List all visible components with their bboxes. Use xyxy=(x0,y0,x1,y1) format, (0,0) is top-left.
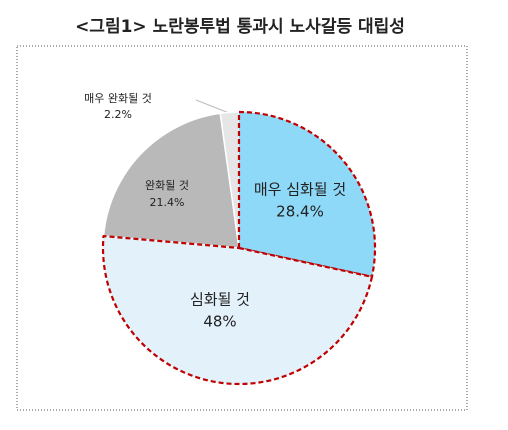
chart-title: <그림1> 노란봉투법 통과시 노사갈등 대립성 xyxy=(75,17,405,37)
value-label: 28.4% xyxy=(276,203,324,221)
leader-line xyxy=(195,99,230,114)
value-label: 21.4% xyxy=(150,196,185,209)
pie-slice xyxy=(101,234,374,386)
slice-label: 매우 심화될 것 xyxy=(254,181,346,199)
pie-slice xyxy=(237,110,377,278)
slice-label: 매우 완화될 것 xyxy=(84,91,152,105)
value-label: 2.2% xyxy=(104,108,132,121)
slice-label: 심화될 것 xyxy=(190,291,250,309)
frame xyxy=(16,45,468,411)
slice-label: 완화될 것 xyxy=(145,178,189,192)
pie-slice xyxy=(219,111,240,249)
value-label: 48% xyxy=(203,313,236,331)
pie-slice xyxy=(102,112,240,249)
